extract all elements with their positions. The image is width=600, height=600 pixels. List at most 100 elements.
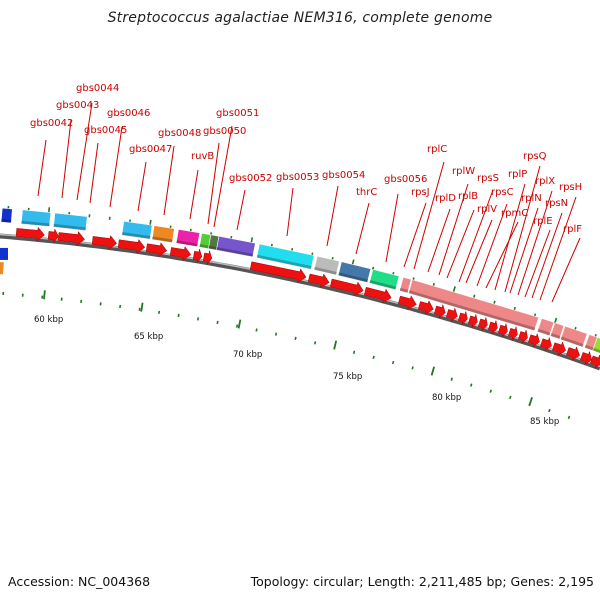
gene-label-rpsq: rpsQ: [523, 151, 547, 162]
feature-block-shadow: [338, 272, 369, 283]
cds-arrow: [417, 300, 434, 315]
feature-blocks: [0, 207, 600, 354]
major-tick: [333, 340, 338, 350]
label-leader-line: [213, 125, 233, 228]
label-leader-line: [485, 221, 519, 289]
gene-label-gbs0044: gbs0044: [76, 83, 119, 94]
cds-arrow: [249, 261, 307, 284]
cds-arrow: [552, 341, 566, 356]
tick-mark: [99, 302, 102, 306]
gene-label-rpmc: rpmC: [501, 208, 528, 219]
tick-mark: [177, 313, 180, 318]
label-leader-line: [413, 161, 445, 270]
tick-mark: [509, 395, 512, 400]
feature-block: [175, 228, 201, 248]
cds-arrow: [580, 350, 592, 366]
tick-mark: [493, 300, 496, 304]
label-leader-line: [189, 169, 199, 220]
label-leader-line: [37, 139, 47, 197]
feature-block: [0, 262, 4, 275]
gene-label-gbs0052: gbs0052: [229, 173, 272, 184]
major-tick: [237, 319, 242, 329]
gene-label-gbs0048: gbs0048: [158, 128, 201, 139]
tick-mark: [216, 320, 219, 325]
label-leader-line: [539, 196, 577, 301]
gene-label-gbs0056: gbs0056: [384, 174, 427, 185]
scale-label-4: 80 kbp: [432, 393, 461, 403]
tick-mark: [250, 237, 254, 244]
feature-block: [399, 276, 412, 294]
cds-arrow: [202, 250, 213, 265]
label-leader-line: [236, 189, 246, 231]
gene-label-rpsj: rpsJ: [411, 187, 430, 198]
feature-block-shadow: [176, 240, 198, 247]
gene-label-rpsn: rpsN: [545, 198, 568, 209]
gene-label-gbs0042: gbs0042: [30, 118, 73, 129]
major-tick: [430, 366, 435, 376]
label-leader-line: [403, 202, 427, 268]
feature-block: [592, 336, 600, 354]
cds-arrow: [457, 311, 468, 325]
label-leader-line: [163, 145, 175, 216]
tick-mark: [391, 360, 395, 365]
gene-label-rplx: rplX: [535, 176, 555, 187]
feature-block-shadow: [584, 344, 594, 351]
label-leader-line: [517, 190, 553, 296]
feature-block-shadow: [121, 232, 151, 240]
label-leader-line: [61, 119, 72, 199]
feature-block: [53, 212, 88, 231]
label-leader-line: [385, 193, 399, 263]
cds-arrow: [307, 273, 330, 289]
major-tick: [43, 290, 46, 300]
feature-block-shadow: [208, 245, 218, 251]
tick-mark: [294, 336, 297, 341]
feature-block: [408, 279, 540, 332]
tick-mark: [119, 304, 122, 309]
map-title: Streptococcus agalactiae NEM316, complet…: [107, 10, 493, 26]
gene-label-rplw: rplW: [452, 166, 475, 177]
cds-arrow: [57, 230, 85, 247]
scale-label-0: 60 kbp: [34, 315, 63, 325]
tick-mark: [473, 294, 476, 298]
cds-arrow: [539, 336, 552, 352]
label-leader-line: [524, 229, 551, 298]
cds-arrow: [590, 354, 600, 369]
gene-label-rpld: rplD: [435, 193, 456, 204]
cds-arrow: [445, 307, 458, 323]
feature-block: [216, 235, 256, 258]
tick-mark: [21, 293, 24, 297]
tick-mark: [513, 306, 516, 311]
label-leader-line: [476, 203, 508, 287]
cds-arrow: [47, 228, 59, 244]
feature-block: [151, 225, 175, 243]
feature-block: [337, 261, 372, 283]
cds-arrow: [517, 329, 528, 344]
scale-label-2: 70 kbp: [233, 350, 262, 360]
label-leader-line: [458, 189, 494, 283]
cds-arrow: [329, 278, 364, 297]
tick-mark: [108, 216, 111, 220]
label-leader-line: [286, 187, 294, 237]
label-leader-line: [551, 237, 581, 303]
cds-arrow: [0, 247, 8, 260]
major-tick: [140, 302, 144, 312]
gene-label-gbs0050: gbs0050: [203, 126, 246, 137]
label-leader-line: [494, 183, 526, 291]
tick-mark: [88, 214, 91, 218]
tick-marks: [2, 206, 597, 420]
feature-block-shadow: [21, 220, 50, 227]
tick-mark: [411, 366, 414, 370]
feature-block: [20, 209, 52, 227]
label-leader-line: [465, 219, 493, 284]
label-leader-line: [137, 161, 147, 212]
cds-arrow: [527, 332, 540, 348]
tick-mark: [351, 259, 355, 266]
cds-arrow: [507, 326, 518, 341]
feature-block: [0, 207, 13, 224]
tick-mark: [235, 324, 239, 328]
gene-label-gbs0054: gbs0054: [322, 170, 365, 181]
feature-block-shadow: [537, 328, 551, 336]
cds-arrow: [477, 317, 488, 331]
feature-block-shadow: [199, 244, 209, 249]
tick-mark: [489, 389, 492, 393]
